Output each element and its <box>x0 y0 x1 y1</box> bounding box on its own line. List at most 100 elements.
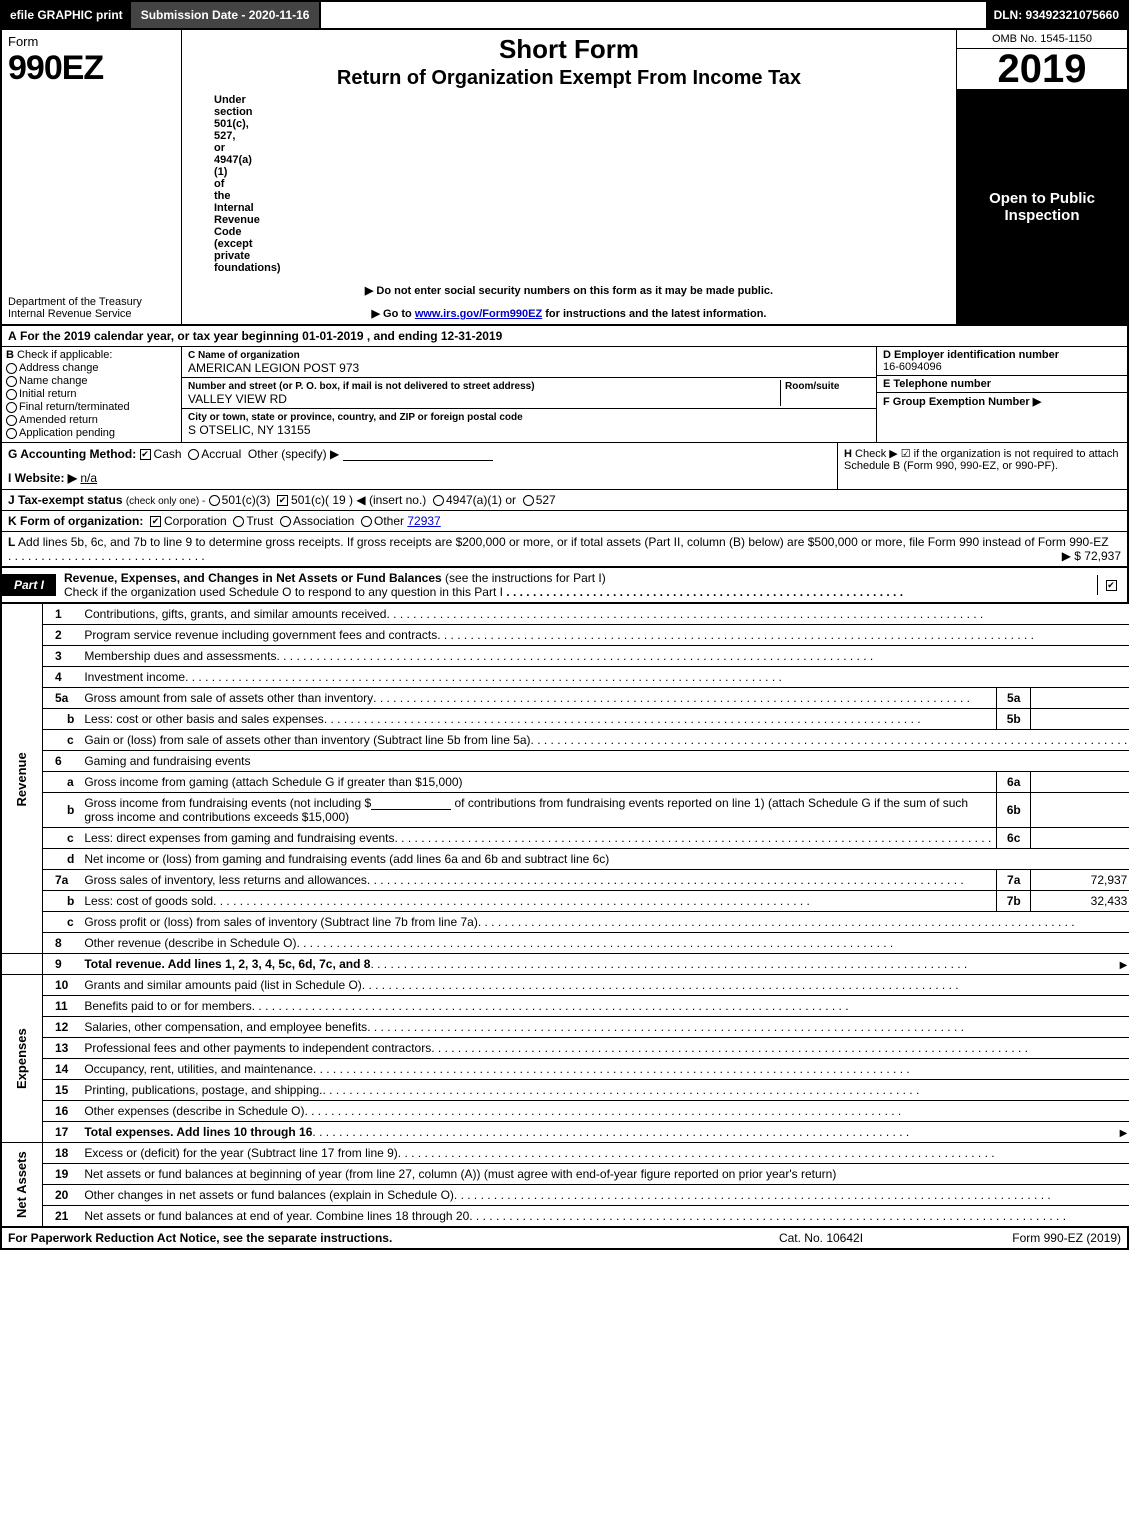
line-3-num: 3 <box>43 646 80 667</box>
line-8-desc: Other revenue (describe in Schedule O) <box>84 936 296 950</box>
line-4-desc: Investment income <box>84 670 185 684</box>
line-5b-mv <box>1031 709 1129 730</box>
chk-amended-return[interactable]: Amended return <box>6 414 177 426</box>
submission-date: Submission Date - 2020-11-16 <box>131 2 322 28</box>
city-label: City or town, state or province, country… <box>188 412 523 423</box>
row-j-sub: (check only one) - <box>126 496 205 507</box>
website: n/a <box>80 471 97 485</box>
street-label: Number and street (or P. O. box, if mail… <box>188 381 535 392</box>
chk-accrual[interactable] <box>188 449 199 460</box>
line-21-desc: Net assets or fund balances at end of ye… <box>84 1209 469 1223</box>
row-g-label: G Accounting Method: <box>8 447 136 461</box>
line-9-desc: Total revenue. Add lines 1, 2, 3, 4, 5c,… <box>84 957 370 971</box>
chk-501c3[interactable] <box>209 495 220 506</box>
header-right: OMB No. 1545-1150 2019 Open to Public In… <box>957 30 1127 324</box>
side-revenue: Revenue <box>1 604 43 954</box>
line-2-num: 2 <box>43 625 80 646</box>
chk-cash[interactable] <box>140 449 151 460</box>
line-21-num: 21 <box>43 1206 80 1227</box>
line-6a-mv <box>1031 772 1129 793</box>
line-20-num: 20 <box>43 1185 80 1206</box>
line-5a-desc: Gross amount from sale of assets other t… <box>84 691 373 705</box>
chk-address-change[interactable]: Address change <box>6 362 177 374</box>
chk-other[interactable] <box>361 516 372 527</box>
tax-year: 2019 <box>957 49 1127 90</box>
ein-label: D Employer identification number <box>883 349 1059 361</box>
row-k-label: K Form of organization: <box>8 514 143 528</box>
line-5b-num: b <box>43 709 80 730</box>
street: VALLEY VIEW RD <box>188 392 287 406</box>
open-inspection: Open to Public Inspection <box>957 90 1127 324</box>
title-short-form: Short Form <box>190 34 948 65</box>
org-name: AMERICAN LEGION POST 973 <box>188 361 359 375</box>
line-15-num: 15 <box>43 1080 80 1101</box>
line-5a-num: 5a <box>43 688 80 709</box>
dept-irs: Internal Revenue Service <box>8 308 132 320</box>
col-b-label: B <box>6 349 14 361</box>
cash-label: Cash <box>154 447 182 461</box>
line-17-desc: Total expenses. Add lines 10 through 16 <box>84 1125 312 1139</box>
org-name-label: C Name of organization <box>188 350 300 361</box>
chk-trust[interactable] <box>233 516 244 527</box>
opt-527: 527 <box>536 493 556 507</box>
opt-501c: 501(c)( 19 ) ◀ (insert no.) <box>291 493 426 507</box>
line-11-num: 11 <box>43 996 80 1017</box>
line-6d-desc: Net income or (loss) from gaming and fun… <box>79 849 1129 870</box>
col-c: C Name of organization AMERICAN LEGION P… <box>182 347 877 442</box>
footer-center: Cat. No. 10642I <box>721 1231 921 1245</box>
tax-year-end: 12-31-2019 <box>441 329 502 343</box>
chk-501c[interactable] <box>277 495 288 506</box>
line-6b-desc: Gross income from fundraising events (no… <box>79 793 996 828</box>
side-net-assets: Net Assets <box>1 1143 43 1227</box>
part-i-header: Part I Revenue, Expenses, and Changes in… <box>0 567 1129 604</box>
topbar: efile GRAPHIC print Submission Date - 20… <box>0 0 1129 28</box>
opt-other-val[interactable]: 72937 <box>407 514 440 528</box>
col-d: D Employer identification number 16-6094… <box>877 347 1127 442</box>
chk-initial-return[interactable]: Initial return <box>6 388 177 400</box>
group-exemption-label: F Group Exemption Number ▶ <box>883 396 1041 408</box>
row-h-text: Check ▶ ☑ if the organization is not req… <box>844 448 1119 472</box>
line-9-num: 9 <box>43 954 80 975</box>
tax-year-begin: 01-01-2019 <box>302 329 363 343</box>
line-18-desc: Excess or (deficit) for the year (Subtra… <box>84 1146 397 1160</box>
city: S OTSELIC, NY 13155 <box>188 423 311 437</box>
chk-final-return[interactable]: Final return/terminated <box>6 401 177 413</box>
line-5b-desc: Less: cost or other basis and sales expe… <box>84 712 323 726</box>
chk-name-change[interactable]: Name change <box>6 375 177 387</box>
row-a-label: A <box>8 329 17 343</box>
part-i-tag: Part I <box>2 574 56 596</box>
chk-association[interactable] <box>280 516 291 527</box>
opt-501c3: 501(c)(3) <box>222 493 271 507</box>
chk-527[interactable] <box>523 495 534 506</box>
row-h: H Check ▶ ☑ if the organization is not r… <box>837 443 1127 489</box>
line-14-num: 14 <box>43 1059 80 1080</box>
line-7a-mv: 72,937 <box>1031 870 1129 891</box>
line-6c-num: c <box>43 828 80 849</box>
line-10-num: 10 <box>43 975 80 996</box>
form-header: Form 990EZ Department of the Treasury In… <box>0 28 1129 326</box>
line-7b-num: b <box>43 891 80 912</box>
line-15-desc: Printing, publications, postage, and shi… <box>84 1083 322 1097</box>
opt-assoc: Association <box>293 514 354 528</box>
page-footer: For Paperwork Reduction Act Notice, see … <box>0 1227 1129 1250</box>
efile-print-label[interactable]: efile GRAPHIC print <box>2 2 131 28</box>
other-label: Other (specify) ▶ <box>248 447 339 461</box>
other-specify-input[interactable] <box>343 449 493 461</box>
line-2-desc: Program service revenue including govern… <box>84 628 437 642</box>
col-b-title: Check if applicable: <box>17 349 112 361</box>
row-j-label: J Tax-exempt status <box>8 493 123 507</box>
irs-link[interactable]: www.irs.gov/Form990EZ <box>415 308 542 320</box>
line-20-desc: Other changes in net assets or fund bala… <box>84 1188 454 1202</box>
row-g: G Accounting Method: Cash Accrual Other … <box>2 443 837 489</box>
line-17-num: 17 <box>43 1122 80 1143</box>
chk-4947[interactable] <box>433 495 444 506</box>
title-sub: Under section 501(c), 527, or 4947(a)(1)… <box>190 94 222 274</box>
line-6-desc: Gaming and fundraising events <box>79 751 1129 772</box>
chk-application-pending[interactable]: Application pending <box>6 427 177 439</box>
opt-trust: Trust <box>246 514 273 528</box>
line-14-desc: Occupancy, rent, utilities, and maintena… <box>84 1062 313 1076</box>
chk-corporation[interactable] <box>150 516 161 527</box>
part-i-schedule-o-check[interactable] <box>1097 575 1127 595</box>
title-return: Return of Organization Exempt From Incom… <box>190 67 948 90</box>
line-7a-desc: Gross sales of inventory, less returns a… <box>84 873 367 887</box>
